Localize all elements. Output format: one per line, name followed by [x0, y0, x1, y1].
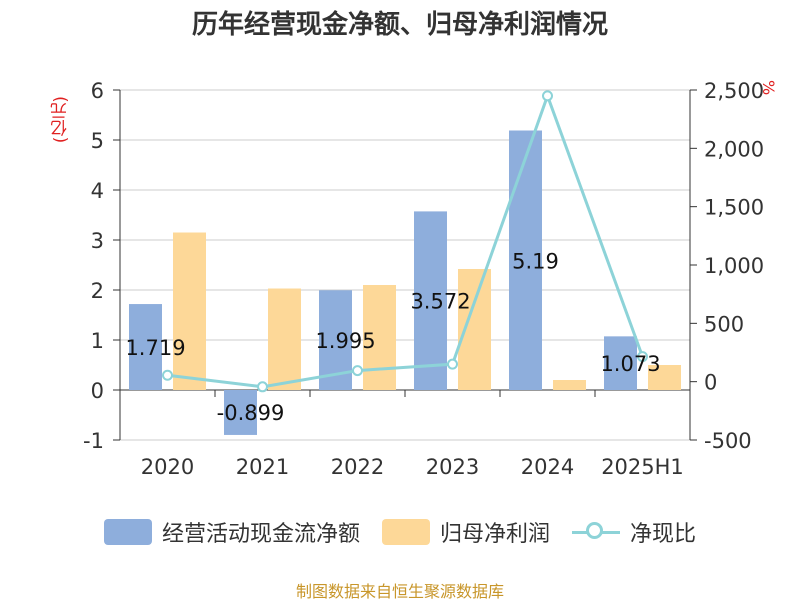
bar-net-profit: [268, 288, 301, 390]
left-axis-tick-label: 2: [91, 279, 104, 303]
legend-item-cashflow[interactable]: 经营活动现金流净额: [103, 516, 360, 548]
legend-item-net-profit[interactable]: 归母净利润: [381, 516, 550, 548]
data-label-cashflow: 1.719: [125, 336, 185, 360]
legend-item-cash-ratio[interactable]: 净现比: [572, 516, 696, 548]
data-label-cashflow: 1.995: [315, 329, 375, 353]
data-label-cashflow: 3.572: [410, 290, 470, 314]
bar-cashflow: [129, 304, 162, 390]
point-cash-ratio: [542, 90, 553, 102]
legend-swatch-cashflow: [103, 519, 152, 545]
left-axis-tick-label: 1: [91, 329, 104, 353]
bar-cashflow: [509, 130, 542, 390]
x-axis-tick-label: 2023: [426, 455, 479, 479]
point-cash-ratio: [352, 365, 363, 377]
bar-cashflow: [604, 336, 637, 390]
x-axis-tick-label: 2022: [331, 455, 384, 479]
chart-plot: -1 0 1 2 3 4 5 6 -500 0 500 1,000 1,500 2,000 2,500 202…: [83, 79, 764, 479]
point-cash-ratio: [257, 381, 268, 393]
bar-net-profit: [648, 365, 681, 390]
x-axis-tick-label: 2020: [141, 455, 194, 479]
left-axis-tick-label: 3: [91, 229, 104, 253]
data-label-cashflow: 5.19: [512, 249, 559, 273]
x-axis-tick-label: 2025H1: [601, 455, 684, 479]
right-axis-tick-label: 500: [704, 312, 744, 336]
bar-net-profit: [173, 232, 206, 390]
left-axis-tick-label: 0: [91, 379, 104, 403]
right-axis-tick-label: 0: [704, 371, 717, 395]
x-axis-tick-label: 2024: [521, 455, 574, 479]
left-axis-tick-label: -1: [83, 429, 104, 453]
legend-label-cash-ratio: 净现比: [630, 522, 697, 547]
x-axis-tick-label: 2021: [236, 455, 289, 479]
data-label-cashflow: -0.899: [217, 401, 285, 425]
left-axis-tick-label: 5: [91, 129, 104, 153]
right-axis-tick-label: -500: [704, 429, 752, 453]
left-axis-tick-label: 4: [91, 179, 104, 203]
bar-net-profit: [363, 285, 396, 390]
bar-cashflow: [224, 390, 257, 435]
point-cash-ratio: [162, 369, 173, 381]
line-cash-ratio: [167, 91, 644, 389]
bar-cashflow: [414, 211, 447, 390]
right-axis-tick-label: 1,000: [704, 254, 764, 278]
legend-label-cashflow: 经营活动现金流净额: [161, 522, 360, 547]
point-cash-ratio: [637, 351, 648, 363]
right-axis-unit: %: [759, 80, 778, 96]
right-axis-tick-label: 2,000: [704, 137, 764, 161]
right-axis-tick-label: 2,500: [704, 79, 764, 103]
data-label-cashflow: 1.073: [600, 352, 660, 376]
legend-swatch-net-profit: [381, 519, 430, 545]
left-axis-tick-label: 6: [91, 79, 104, 103]
point-cash-ratio: [447, 358, 458, 370]
chart-legend: 经营活动现金流净额 归母净利润 净现比: [0, 516, 800, 548]
right-axis-tick-label: 1,500: [704, 196, 764, 220]
legend-swatch-cash-ratio: [572, 519, 620, 545]
legend-label-net-profit: 归母净利润: [439, 522, 550, 547]
data-source-note: 制图数据来自恒生聚源数据库: [295, 582, 504, 601]
chart-title: 历年经营现金净额、归母净利润情况: [191, 10, 608, 40]
bar-net-profit: [553, 380, 586, 390]
bar-net-profit: [458, 269, 491, 390]
